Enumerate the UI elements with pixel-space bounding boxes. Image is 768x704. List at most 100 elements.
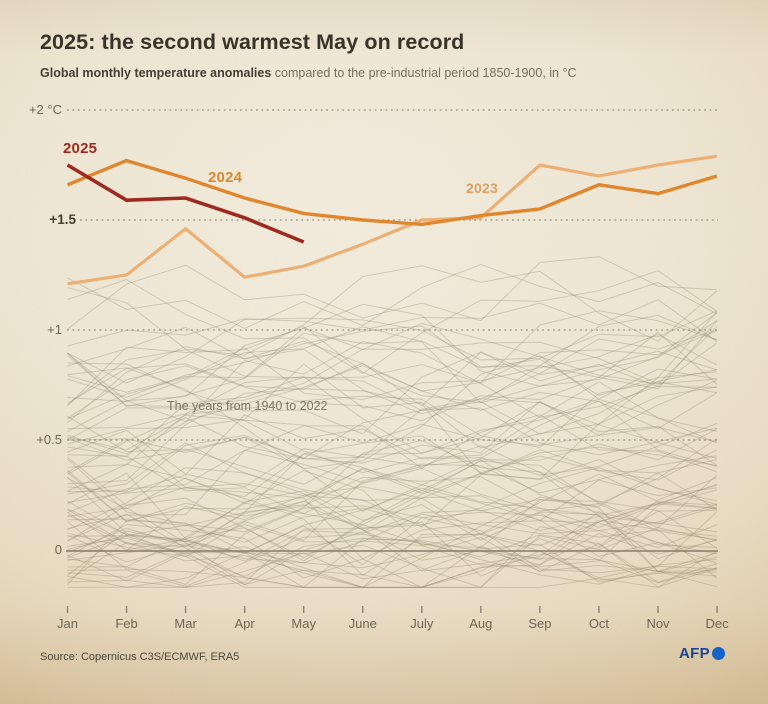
series-line-2023 (67, 154, 718, 286)
background-year-line (67, 520, 718, 588)
series-line-2024 (66, 158, 718, 227)
x-axis-label: Apr (234, 616, 255, 631)
background-year-line (67, 386, 718, 485)
page-subtitle: Global monthly temperature anomalies com… (40, 66, 577, 80)
background-year-line (67, 460, 718, 562)
background-year-lines (67, 256, 718, 588)
series-line-2025 (66, 163, 305, 244)
background-year-line (67, 314, 718, 407)
background-year-line (67, 510, 718, 588)
series-label-2024: 2024 (208, 169, 243, 186)
background-year-line (67, 333, 718, 420)
background-year-line (67, 439, 718, 533)
background-year-line (67, 463, 718, 576)
gridlines (66, 109, 718, 552)
subtitle-rest: compared to the pre-industrial period 18… (271, 66, 577, 80)
background-year-line (67, 479, 718, 560)
background-year-line (67, 311, 718, 407)
background-year-line (67, 331, 718, 422)
background-year-line (67, 368, 718, 454)
background-year-line (67, 487, 718, 557)
background-year-line (67, 379, 718, 475)
background-year-line (67, 401, 718, 485)
background-year-line (67, 453, 718, 527)
x-axis-label: June (348, 616, 377, 631)
background-year-line (67, 414, 718, 515)
background-year-line (67, 310, 718, 384)
highlight-year-lines (66, 154, 718, 286)
x-axis-label: Oct (588, 616, 610, 631)
source-credit: Source: Copernicus C3S/ECMWF, ERA5 (40, 651, 240, 663)
background-year-line (67, 369, 718, 458)
background-year-line (67, 320, 718, 398)
background-year-line (67, 351, 718, 435)
background-year-line (67, 533, 718, 588)
background-year-line (67, 521, 718, 588)
background-year-line (67, 472, 718, 523)
afp-logo-text: AFP (679, 645, 710, 662)
afp-logo-dot-icon (711, 647, 725, 660)
background-year-line (67, 310, 718, 392)
background-year-line (67, 398, 718, 488)
background-year-line (67, 449, 718, 514)
background-year-line (67, 459, 718, 525)
x-axis-label: Nov (646, 616, 670, 631)
background-year-line (67, 330, 718, 406)
background-year-line (67, 381, 718, 474)
background-year-line (67, 341, 718, 455)
background-year-line (67, 467, 718, 531)
background-year-line (67, 486, 718, 552)
series-label-2025: 2025 (63, 140, 98, 157)
background-year-line (67, 495, 718, 586)
background-year-line (67, 505, 718, 585)
background-year-line (67, 496, 718, 588)
background-year-line (67, 511, 718, 566)
background-year-line (67, 504, 718, 578)
background-year-line (67, 329, 718, 423)
background-year-line (67, 425, 718, 530)
background-year-line (67, 537, 718, 585)
background-year-line (67, 533, 718, 582)
x-axis-label: Sep (528, 616, 552, 631)
background-year-line (67, 299, 718, 347)
subtitle-bold: Global monthly temperature anomalies (40, 66, 272, 80)
background-year-line (67, 532, 718, 588)
y-axis-label: +1.5 (49, 212, 76, 227)
background-year-line (67, 543, 718, 588)
background-year-line (67, 414, 718, 493)
background-year-line (67, 533, 718, 587)
series-label-2023: 2023 (466, 180, 498, 196)
background-year-line (67, 270, 718, 374)
background-year-line (67, 381, 718, 468)
x-axis-label: Jan (57, 616, 78, 631)
background-year-line (67, 263, 718, 329)
background-year-line (67, 363, 718, 449)
background-year-line (67, 438, 718, 528)
x-axis-label: Dec (705, 616, 729, 631)
y-axis-label: +1 (47, 322, 62, 337)
y-axis-label: +0.5 (36, 432, 62, 447)
background-year-line (67, 507, 718, 561)
x-axis-label: Feb (115, 616, 138, 631)
background-year-line (67, 350, 718, 407)
background-year-line (67, 407, 718, 459)
background-year-line (67, 256, 718, 330)
page-title: 2025: the second warmest May on record (40, 30, 465, 54)
background-year-line (67, 497, 718, 559)
background-year-line (67, 503, 718, 554)
y-axis-label: +2 °C (28, 102, 62, 117)
background-year-line (67, 265, 718, 356)
background-year-line (67, 400, 718, 512)
background-year-line (67, 341, 718, 408)
background-year-line (67, 458, 718, 526)
background-year-line (67, 500, 718, 576)
background-year-line (67, 527, 718, 588)
background-year-line (67, 544, 718, 588)
background-year-line (67, 400, 718, 466)
background-year-line (67, 477, 718, 551)
background-year-line (67, 469, 718, 568)
background-year-line (67, 521, 718, 588)
y-axis-label: 0 (54, 542, 62, 557)
